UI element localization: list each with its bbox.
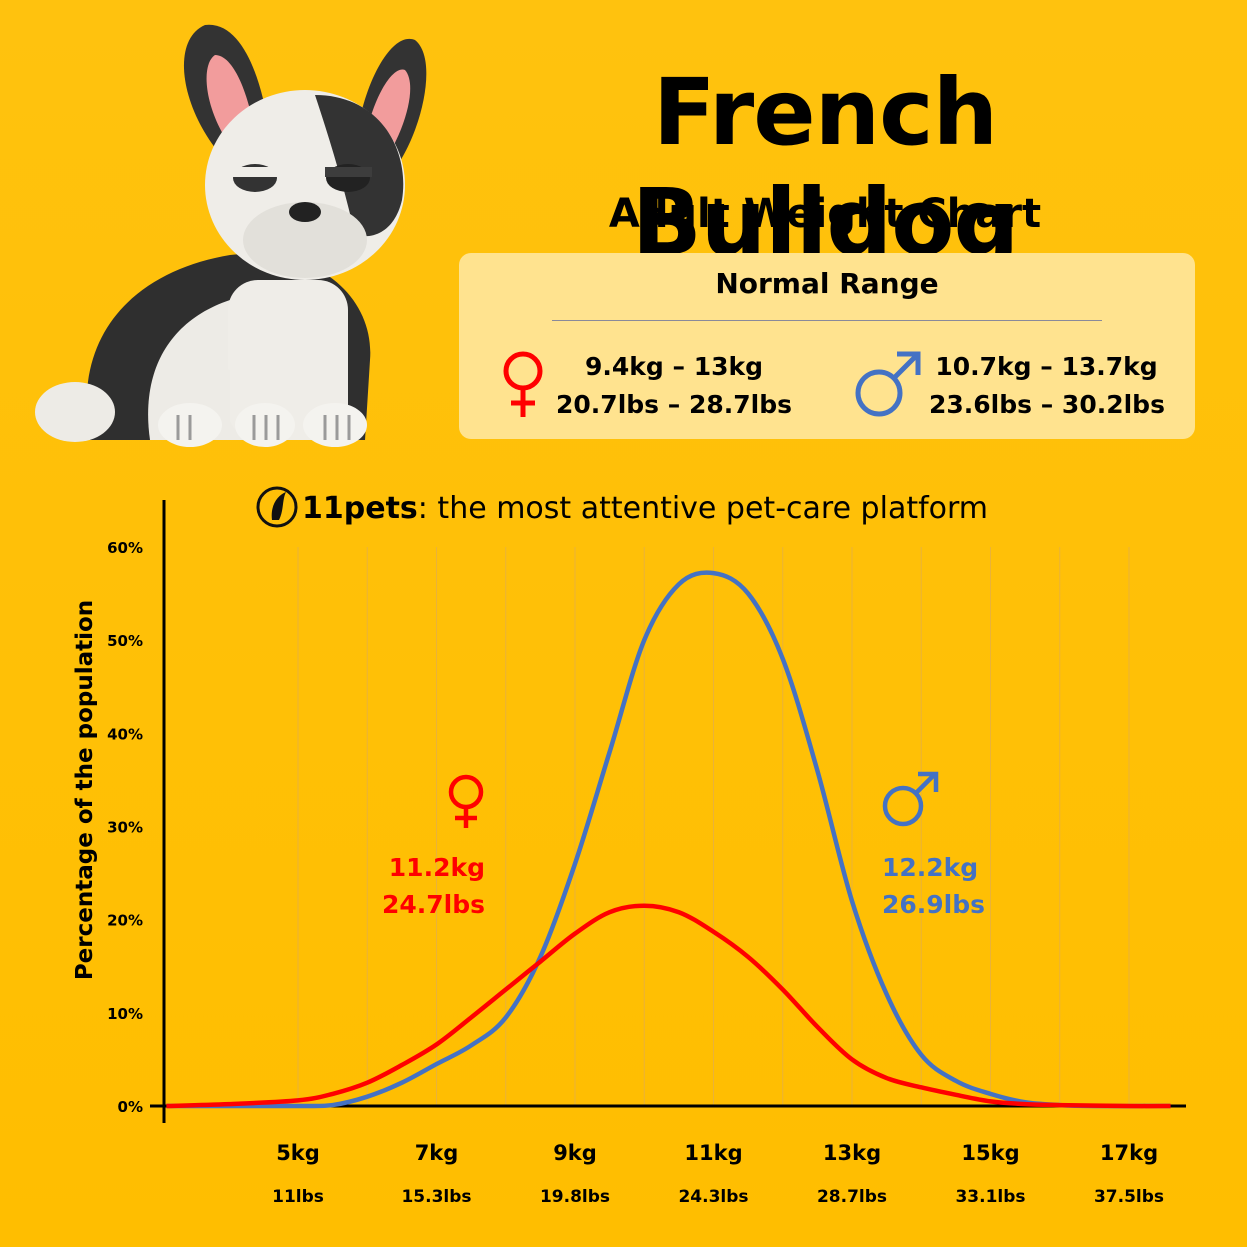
female-range-kg: 9.4kg – 13kg bbox=[584, 352, 764, 381]
chart-gridlines bbox=[297, 547, 1130, 1106]
brand-line: 11pets: the most attentive pet-care plat… bbox=[256, 486, 988, 528]
x-tick-label-lbs: 28.7lbs bbox=[817, 1187, 887, 1207]
male-symbol-icon bbox=[855, 351, 921, 417]
x-tick-label-lbs: 24.3lbs bbox=[678, 1187, 748, 1207]
brand-name: 11pets bbox=[302, 491, 418, 526]
female-series-line bbox=[166, 903, 1171, 1109]
y-tick-label: 40% bbox=[107, 725, 143, 743]
brand-tagline: : the most attentive pet-care platform bbox=[418, 491, 988, 526]
x-tick-label-kg: 5kg bbox=[276, 1141, 320, 1165]
french-bulldog-illustration bbox=[35, 24, 427, 447]
female-range-lbs: 20.7lbs – 28.7lbs bbox=[556, 390, 792, 419]
y-tick-label: 30% bbox=[107, 819, 143, 837]
x-tick-label-lbs: 11lbs bbox=[272, 1187, 324, 1207]
normal-range-title: Normal Range bbox=[715, 267, 939, 300]
svg-text:11pets: the most attentive pet: 11pets: the most attentive pet-care plat… bbox=[302, 491, 988, 526]
male-label-kg: 12.2kg bbox=[882, 853, 978, 882]
male-range-lbs: 23.6lbs – 30.2lbs bbox=[929, 390, 1165, 419]
11pets-logo-icon bbox=[256, 486, 298, 528]
y-tick-label: 60% bbox=[107, 539, 143, 557]
x-tick-label-lbs: 15.3lbs bbox=[401, 1187, 471, 1207]
male-range: 10.7kg – 13.7kg 23.6lbs – 30.2lbs bbox=[929, 348, 1165, 424]
y-tick-label: 10% bbox=[107, 1005, 143, 1023]
x-tick-label-kg: 11kg bbox=[684, 1141, 742, 1165]
female-label-lbs: 24.7lbs bbox=[382, 890, 485, 919]
y-tick-label: 20% bbox=[107, 912, 143, 930]
x-tick-label-lbs: 37.5lbs bbox=[1094, 1187, 1164, 1207]
page-subtitle: Adult Weight Chart bbox=[608, 191, 1042, 237]
x-tick-label-lbs: 33.1lbs bbox=[955, 1187, 1025, 1207]
y-tick-label: 50% bbox=[107, 632, 143, 650]
x-tick-label-kg: 17kg bbox=[1100, 1141, 1158, 1165]
y-tick-label: 0% bbox=[118, 1098, 143, 1116]
female-symbol-icon bbox=[503, 351, 543, 417]
female-symbol-icon bbox=[448, 774, 484, 828]
male-range-kg: 10.7kg – 13.7kg bbox=[935, 352, 1158, 381]
normal-range-divider bbox=[552, 320, 1102, 321]
x-tick-label-lbs: 19.8lbs bbox=[540, 1187, 610, 1207]
male-annotation: 12.2kg 26.9lbs bbox=[882, 771, 985, 919]
male-symbol-icon bbox=[882, 771, 939, 827]
male-label-lbs: 26.9lbs bbox=[882, 890, 985, 919]
x-tick-label-kg: 9kg bbox=[553, 1141, 597, 1165]
female-label-kg: 11.2kg bbox=[389, 853, 485, 882]
normal-range-panel: Normal Range 9.4kg – 13kg 20.7lbs – 28.7… bbox=[459, 253, 1195, 439]
x-tick-label-kg: 13kg bbox=[823, 1141, 881, 1165]
page-title: French Bulldog bbox=[631, 59, 1020, 276]
y-tick-labels: 0% 10% 20% 30% 40% 50% 60% bbox=[107, 539, 143, 1116]
female-annotation: 11.2kg 24.7lbs bbox=[382, 774, 485, 919]
x-tick-label-kg: 15kg bbox=[961, 1141, 1019, 1165]
x-tick-labels: 5kg 11lbs 7kg 15.3lbs 9kg 19.8lbs 11kg 24.3lbs 1… bbox=[272, 1141, 1164, 1207]
male-series-line bbox=[166, 570, 1171, 1109]
female-range: 9.4kg – 13kg 20.7lbs – 28.7lbs bbox=[554, 348, 794, 424]
y-axis-label: Percentage of the population bbox=[72, 600, 98, 980]
x-tick-label-kg: 7kg bbox=[415, 1141, 459, 1165]
